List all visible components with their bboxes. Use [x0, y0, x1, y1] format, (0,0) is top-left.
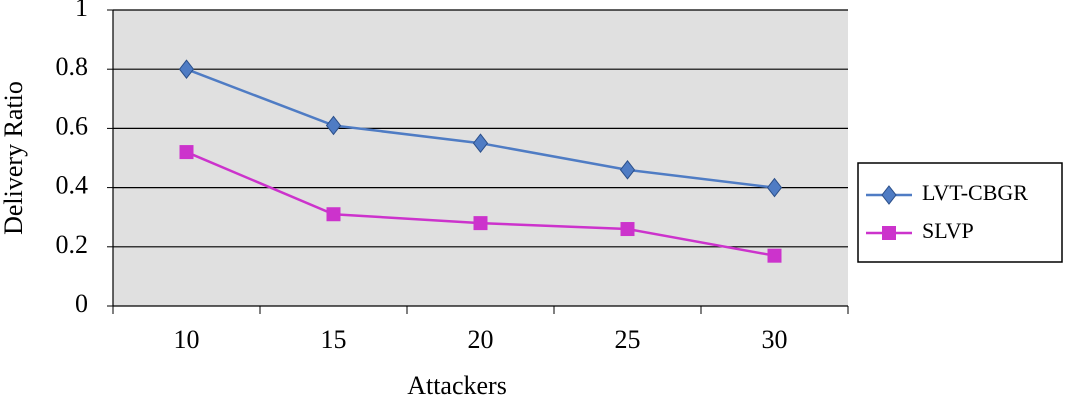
data-point: [179, 145, 194, 160]
x-axis-label: Attackers: [407, 371, 507, 400]
x-tick-label: 25: [615, 325, 641, 354]
legend-marker: [882, 226, 896, 240]
y-tick-label: 0: [75, 289, 88, 318]
plot-area: [113, 10, 848, 306]
y-tick-label: 1: [75, 0, 88, 22]
data-point: [767, 248, 782, 263]
legend-marker: [881, 185, 897, 205]
legend-label: LVT-CBGR: [922, 180, 1028, 205]
y-tick-label: 0.2: [56, 230, 89, 259]
data-point: [473, 216, 488, 231]
x-tick-label: 20: [468, 325, 494, 354]
x-tick-label: 10: [174, 325, 200, 354]
y-tick-label: 0.4: [56, 171, 89, 200]
y-tick-label: 0.8: [56, 52, 89, 81]
legend-label: SLVP: [922, 218, 974, 243]
y-axis-label: Delivery Ratio: [0, 81, 28, 235]
data-point: [178, 59, 195, 80]
data-point: [472, 133, 489, 154]
data-point: [325, 115, 342, 136]
x-tick-label: 15: [321, 325, 347, 354]
data-point: [766, 177, 783, 198]
data-point: [620, 222, 635, 237]
legend-box: [857, 162, 1063, 263]
data-point: [619, 160, 636, 180]
x-tick-label: 30: [762, 325, 788, 354]
data-point: [326, 207, 341, 222]
y-tick-label: 0.6: [56, 111, 89, 140]
